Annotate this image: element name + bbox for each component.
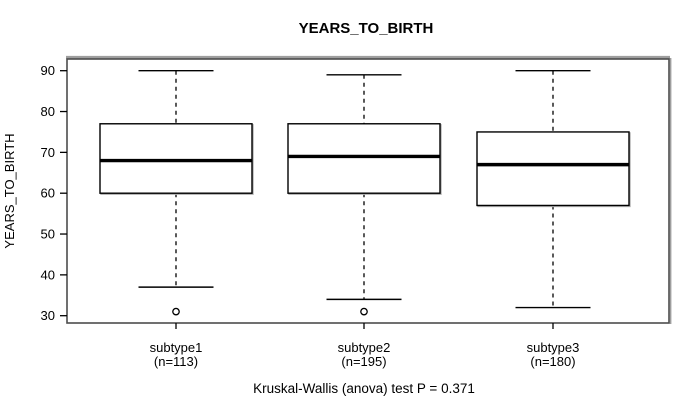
y-tick-label: 40	[41, 267, 55, 282]
chart-title: YEARS_TO_BIRTH	[299, 20, 434, 37]
group-label: subtype1	[150, 340, 203, 355]
y-tick-label: 90	[41, 63, 55, 78]
iqr-box	[99, 123, 253, 194]
plot-area: 30405060708090subtype1(n=113)subtype2(n=…	[41, 55, 672, 369]
y-tick-label: 50	[41, 227, 55, 242]
y-tick-label: 80	[41, 104, 55, 119]
iqr-box	[476, 131, 630, 207]
group-label: subtype3	[527, 340, 580, 355]
stat-test-caption: Kruskal-Wallis (anova) test P = 0.371	[253, 381, 475, 396]
group-count-label: (n=180)	[530, 354, 575, 369]
y-tick-label: 70	[41, 145, 55, 160]
outlier-point	[360, 307, 368, 316]
y-axis-label: YEARS_TO_BIRTH	[2, 133, 17, 248]
iqr-box	[287, 123, 441, 194]
group-count-label: (n=195)	[341, 354, 386, 369]
group-label: subtype2	[338, 340, 391, 355]
y-tick-label: 60	[41, 186, 55, 201]
y-tick-label: 30	[41, 308, 55, 323]
outlier-point	[172, 307, 180, 316]
plot-frame	[66, 58, 670, 324]
group-count-label: (n=113)	[154, 354, 198, 369]
